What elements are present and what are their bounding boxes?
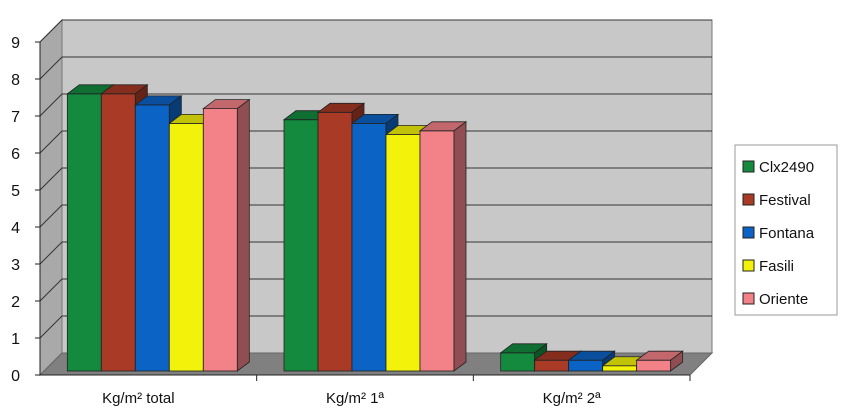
category-label: Kg/m² 1ª [326, 390, 385, 407]
bar-front [385, 134, 421, 372]
legend-swatch [742, 259, 755, 272]
legend-box [734, 144, 838, 316]
bar-oriente [635, 350, 684, 372]
y-tick-label: 7 [11, 109, 20, 126]
bar-side [453, 121, 467, 372]
bar-oriente [202, 98, 251, 372]
bar-front [602, 365, 638, 372]
bar-front [66, 93, 102, 372]
legend-label: Oriente [759, 291, 808, 308]
gridline [39, 241, 712, 265]
side-wall [39, 18, 63, 377]
gridline [39, 93, 712, 117]
y-tick-label: 5 [11, 183, 20, 200]
legend-swatch [742, 292, 755, 305]
legend-label: Fontana [759, 225, 815, 242]
bar-front [134, 104, 170, 372]
gridline [39, 19, 712, 43]
y-tick-label: 4 [11, 220, 20, 237]
bar-front [351, 123, 387, 372]
gridline [39, 167, 712, 191]
gridline [39, 278, 712, 302]
gridlines [39, 19, 712, 339]
bar-front [568, 359, 604, 372]
bar-front [636, 359, 672, 372]
gridline [39, 204, 712, 228]
gridline [39, 315, 712, 339]
bar-front [534, 359, 570, 372]
legend-swatch [742, 226, 755, 239]
bars [66, 84, 684, 372]
bar-side [670, 350, 684, 372]
x-axis-labels: Kg/m² total Kg/m² 1ª Kg/m² 2ª [102, 390, 601, 407]
legend: Clx2490 Festival Fontana Fasili Oriente [734, 144, 838, 316]
gridline [39, 130, 712, 154]
bar-front [202, 108, 238, 372]
category-label: Kg/m² 2ª [543, 390, 602, 407]
y-tick-label: 0 [11, 368, 20, 385]
bar-front [283, 119, 319, 372]
bar-front [317, 111, 353, 372]
y-tick-label: 9 [11, 35, 20, 52]
y-tick-label: 2 [11, 294, 20, 311]
gridline [39, 56, 712, 80]
y-tick-label: 8 [11, 72, 20, 89]
bar-front [419, 130, 455, 372]
bar-front [168, 123, 204, 372]
bar-side [236, 98, 250, 372]
bar-front [100, 93, 136, 372]
y-tick-label: 6 [11, 146, 20, 163]
legend-label: Clx2490 [759, 159, 814, 176]
legend-label: Fasili [759, 258, 794, 275]
legend-swatch [742, 160, 755, 173]
y-tick-label: 1 [11, 331, 20, 348]
bar-oriente [418, 121, 468, 372]
legend-swatch [742, 193, 755, 206]
legend-label: Festival [759, 192, 811, 209]
y-axis: 0 1 2 3 4 5 6 7 8 9 [11, 35, 691, 385]
bar-front [500, 352, 536, 372]
category-label: Kg/m² total [102, 390, 175, 407]
y-tick-label: 3 [11, 257, 20, 274]
